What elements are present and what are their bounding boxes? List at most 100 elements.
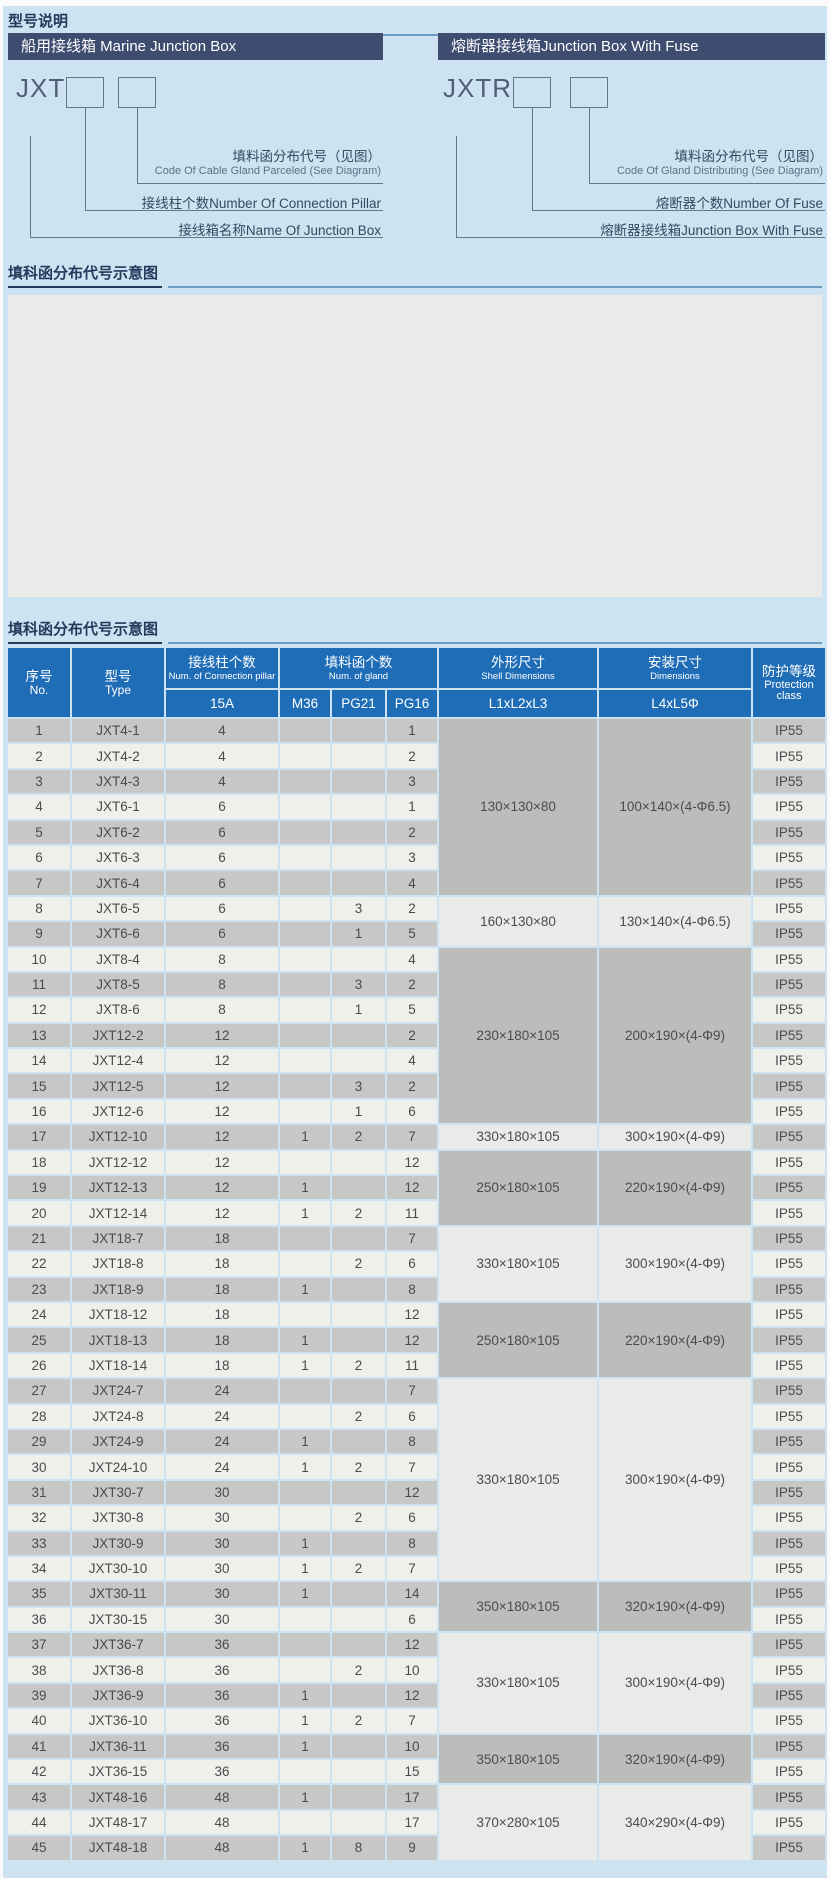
cell-m36 bbox=[280, 1023, 330, 1048]
cell-protection: IP55 bbox=[753, 1836, 825, 1860]
cell-pg21 bbox=[332, 1531, 385, 1555]
cell-protection: IP55 bbox=[753, 1226, 825, 1251]
cell-15a: 18 bbox=[166, 1252, 278, 1276]
table-row: 42 JXT36-15 36 15 IP55 bbox=[8, 1760, 825, 1784]
cell-m36 bbox=[280, 998, 330, 1022]
cell-m36: 1 bbox=[280, 1734, 330, 1759]
cell-no: 30 bbox=[8, 1455, 70, 1479]
cell-15a: 36 bbox=[166, 1760, 278, 1784]
cell-pg21 bbox=[332, 871, 385, 895]
table-row: 40 JXT36-10 36 1 2 7 IP55 bbox=[8, 1709, 825, 1733]
legend-marine-junction-box: 船用接线箱 Marine Junction Box JXT 填料函分布代号（见图… bbox=[8, 33, 383, 251]
cell-no: 32 bbox=[8, 1506, 70, 1530]
cell-type: JXT36-8 bbox=[72, 1658, 164, 1682]
cell-shell-dimensions: 130×130×80 bbox=[439, 719, 597, 895]
cell-protection: IP55 bbox=[753, 922, 825, 946]
cell-type: JXT12-2 bbox=[72, 1023, 164, 1048]
title-rule bbox=[168, 286, 822, 288]
cell-15a: 24 bbox=[166, 1455, 278, 1479]
sub-header-15a: 15A bbox=[166, 690, 278, 717]
cell-pg16: 2 bbox=[387, 972, 437, 997]
cell-no: 13 bbox=[8, 1023, 70, 1048]
cell-type: JXT8-6 bbox=[72, 998, 164, 1022]
cell-pg16: 6 bbox=[387, 1099, 437, 1124]
table-row: 22 JXT18-8 18 2 6 IP55 bbox=[8, 1252, 825, 1276]
cell-pg21 bbox=[332, 769, 385, 794]
cell-pg16: 7 bbox=[387, 1455, 437, 1479]
cell-mount-dimensions: 220×190×(4-Φ9) bbox=[599, 1302, 751, 1378]
cell-15a: 36 bbox=[166, 1709, 278, 1733]
sub-header-l1l2l3: L1xL2xL3 bbox=[439, 690, 597, 717]
cell-shell-dimensions: 330×180×105 bbox=[439, 1226, 597, 1301]
cell-protection: IP55 bbox=[753, 1023, 825, 1048]
cell-pg16: 10 bbox=[387, 1734, 437, 1759]
cell-pg21 bbox=[332, 1049, 385, 1073]
cell-pg16: 8 bbox=[387, 1429, 437, 1454]
connector-line bbox=[137, 183, 383, 184]
cell-m36: 1 bbox=[280, 1785, 330, 1809]
cell-m36: 1 bbox=[280, 1125, 330, 1149]
cell-m36 bbox=[280, 820, 330, 844]
cell-protection: IP55 bbox=[753, 972, 825, 997]
cell-pg21: 2 bbox=[332, 1455, 385, 1479]
cell-15a: 6 bbox=[166, 871, 278, 895]
cell-pg21 bbox=[332, 1582, 385, 1606]
cell-protection: IP55 bbox=[753, 1150, 825, 1175]
cell-protection: IP55 bbox=[753, 1760, 825, 1784]
cell-pg21 bbox=[332, 1023, 385, 1048]
cell-shell-dimensions: 330×180×105 bbox=[439, 1125, 597, 1149]
cell-m36 bbox=[280, 769, 330, 794]
cell-pg21: 2 bbox=[332, 1658, 385, 1682]
pillar-count-label: 接线柱个数Number Of Connection Pillar bbox=[141, 196, 381, 211]
cell-pg16: 4 bbox=[387, 947, 437, 971]
cell-type: JXT12-14 bbox=[72, 1201, 164, 1225]
cell-no: 27 bbox=[8, 1379, 70, 1403]
cell-pg16: 3 bbox=[387, 769, 437, 794]
code-box-2 bbox=[570, 77, 608, 108]
legend-bar: 熔断器接线箱Junction Box With Fuse bbox=[438, 33, 825, 60]
cell-no: 19 bbox=[8, 1176, 70, 1200]
cell-type: JXT12-13 bbox=[72, 1176, 164, 1200]
cell-mount-dimensions: 300×190×(4-Φ9) bbox=[599, 1379, 751, 1581]
cell-type: JXT12-12 bbox=[72, 1150, 164, 1175]
cell-type: JXT6-1 bbox=[72, 795, 164, 819]
cell-pg21 bbox=[332, 1734, 385, 1759]
table-row: 26 JXT18-14 18 1 2 11 IP55 bbox=[8, 1353, 825, 1378]
cell-m36 bbox=[280, 795, 330, 819]
cell-pg21: 2 bbox=[332, 1709, 385, 1733]
cell-no: 10 bbox=[8, 947, 70, 971]
cell-m36: 1 bbox=[280, 1709, 330, 1733]
table-row: 29 JXT24-9 24 1 8 IP55 bbox=[8, 1429, 825, 1454]
table-row: 15 JXT12-5 12 3 2 IP55 bbox=[8, 1074, 825, 1098]
cell-type: JXT6-2 bbox=[72, 820, 164, 844]
gland-layout-diagram bbox=[8, 295, 822, 597]
cell-protection: IP55 bbox=[753, 719, 825, 743]
cell-type: JXT6-5 bbox=[72, 896, 164, 921]
col-header-mount: 安装尺寸 Dimensions bbox=[599, 648, 751, 688]
model-code: JXTR bbox=[443, 73, 512, 103]
cell-pg21 bbox=[332, 1302, 385, 1327]
table-row: 11 JXT8-5 8 3 2 IP55 bbox=[8, 972, 825, 997]
cell-pg16: 17 bbox=[387, 1785, 437, 1809]
cell-protection: IP55 bbox=[753, 1379, 825, 1403]
cell-pg16: 7 bbox=[387, 1556, 437, 1581]
cell-no: 28 bbox=[8, 1404, 70, 1428]
cell-pg21 bbox=[332, 1785, 385, 1809]
cell-pg16: 6 bbox=[387, 1506, 437, 1530]
table-row: 39 JXT36-9 36 1 12 IP55 bbox=[8, 1683, 825, 1708]
cell-no: 1 bbox=[8, 719, 70, 743]
catalog-page: 型号说明 船用接线箱 Marine Junction Box JXT 填料函分布… bbox=[3, 6, 827, 1878]
cell-15a: 36 bbox=[166, 1734, 278, 1759]
cell-no: 24 bbox=[8, 1302, 70, 1327]
cell-type: JXT18-7 bbox=[72, 1226, 164, 1251]
cell-no: 29 bbox=[8, 1429, 70, 1454]
table-row: 17 JXT12-10 12 1 2 7 330×180×105 300×190×(4-Φ9)… bbox=[8, 1125, 825, 1149]
cell-type: JXT8-4 bbox=[72, 947, 164, 971]
cell-pg21 bbox=[332, 719, 385, 743]
cell-pg16: 7 bbox=[387, 1379, 437, 1403]
table-row: 41 JXT36-11 36 1 10 350×180×105 320×190×(4-Φ9)… bbox=[8, 1734, 825, 1784]
cell-pg21 bbox=[332, 1429, 385, 1454]
cell-protection: IP55 bbox=[753, 947, 825, 971]
col-header-type: 型号 Type bbox=[72, 648, 164, 717]
col-header-protection: 防护等级 Protection class bbox=[753, 648, 825, 717]
